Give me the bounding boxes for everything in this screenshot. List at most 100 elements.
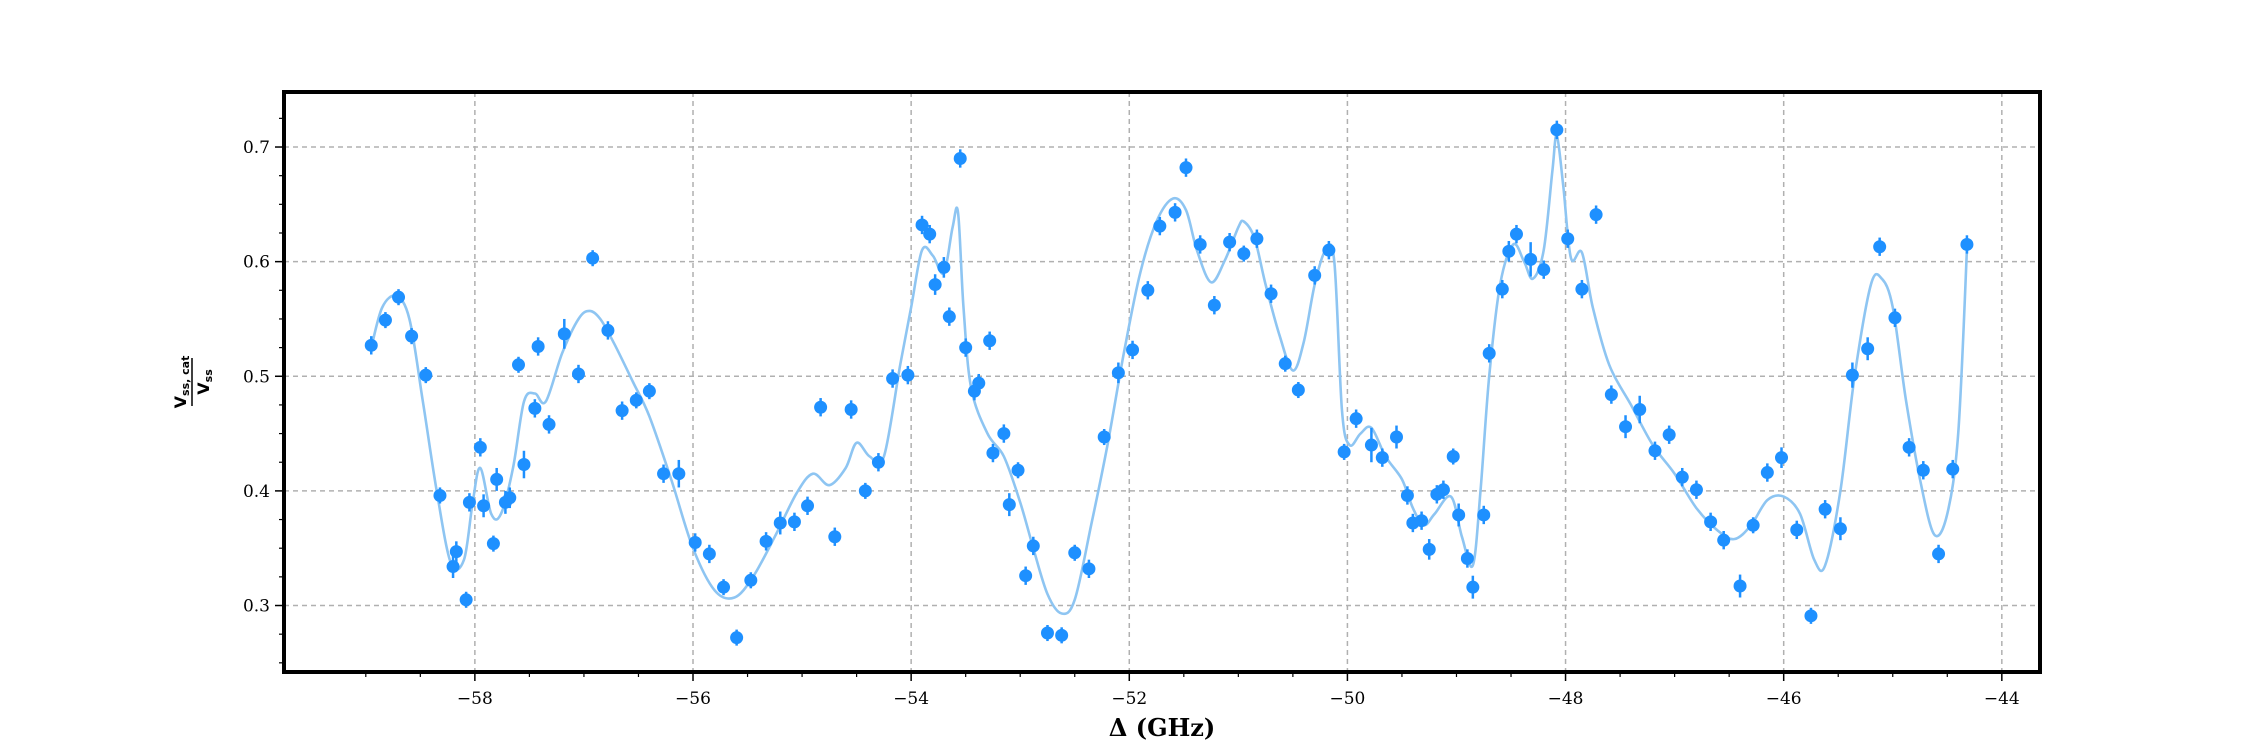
data-point (392, 289, 406, 306)
point-marker (1804, 609, 1818, 623)
point-marker (828, 530, 842, 544)
point-marker (928, 278, 942, 292)
x-tick-label: −54 (893, 689, 929, 709)
point-marker (1733, 579, 1747, 593)
point-marker (1364, 438, 1378, 452)
y-axis-denominator-main: V (194, 382, 213, 395)
point-marker (983, 334, 997, 348)
data-point (1619, 415, 1633, 439)
data-point (1400, 486, 1414, 505)
data-point (586, 250, 600, 267)
x-tick-label: −44 (1984, 689, 2020, 709)
x-tick-label: −46 (1766, 689, 1802, 709)
point-marker (1237, 247, 1251, 261)
point-marker (1400, 488, 1414, 502)
data-point (503, 487, 517, 509)
point-marker (490, 472, 504, 486)
point-marker (844, 403, 858, 417)
point-marker (1322, 243, 1336, 257)
data-point (1524, 242, 1538, 277)
data-point (490, 467, 504, 491)
data-point (858, 482, 872, 499)
data-point (717, 579, 731, 596)
point-marker (462, 495, 476, 509)
point-marker (392, 290, 406, 304)
data-point (1902, 438, 1916, 457)
data-point (1888, 308, 1902, 327)
point-marker (1002, 498, 1016, 512)
point-marker (446, 560, 460, 574)
point-marker (923, 227, 937, 241)
point-marker (1068, 546, 1082, 560)
data-point (672, 459, 686, 488)
data-point (462, 493, 476, 512)
point-marker (901, 368, 915, 382)
data-point (1704, 512, 1718, 532)
data-point (844, 400, 858, 419)
data-point (787, 512, 801, 532)
data-point (759, 532, 773, 551)
point-marker (801, 499, 815, 513)
point-marker (986, 446, 1000, 460)
point-marker (1375, 451, 1389, 465)
point-marker (886, 372, 900, 386)
point-marker (1502, 244, 1516, 258)
data-point (1168, 203, 1182, 222)
data-point (459, 591, 473, 608)
data-point (886, 369, 900, 388)
point-marker (1460, 552, 1474, 566)
point-marker (1337, 445, 1351, 459)
data-point (542, 415, 556, 434)
point-marker (1179, 161, 1193, 175)
x-tick-label: −48 (1548, 689, 1584, 709)
data-point (1946, 459, 1960, 479)
point-marker (915, 218, 929, 232)
y-axis-ticks: 0.3 0.4 0.5 0.6 0.7 (243, 117, 284, 664)
data-point (1502, 241, 1516, 262)
point-marker (542, 417, 556, 431)
data-point (1466, 575, 1480, 599)
point-marker (1168, 205, 1182, 219)
data-point (928, 274, 942, 295)
fit-curve (370, 134, 1969, 616)
x-tick-label: −52 (1111, 689, 1147, 709)
data-point (1746, 517, 1760, 534)
data-point (986, 443, 1000, 463)
point-marker (1960, 237, 1974, 251)
data-point (1026, 536, 1040, 556)
data-point (1790, 520, 1804, 540)
data-point (1733, 574, 1747, 598)
data-point (1452, 503, 1466, 527)
point-marker (503, 491, 517, 505)
data-point (1861, 337, 1875, 361)
data-point (702, 544, 716, 564)
point-marker (1097, 430, 1111, 444)
x-tick-label: −56 (675, 689, 711, 709)
point-marker (571, 367, 585, 381)
data-point (1689, 480, 1703, 499)
point-marker (1055, 628, 1069, 642)
data-point (446, 555, 460, 579)
point-marker (1466, 580, 1480, 594)
point-marker (657, 467, 671, 481)
data-point (1482, 344, 1496, 363)
data-point (1775, 447, 1789, 468)
data-point (773, 511, 787, 535)
data-point (1509, 224, 1523, 244)
point-marker (1689, 483, 1703, 497)
data-point (901, 365, 915, 385)
fit-curve-layer (370, 134, 1969, 616)
data-point (814, 398, 828, 417)
data-point (486, 535, 500, 552)
point-marker (486, 537, 500, 551)
data-point (1845, 362, 1859, 388)
point-marker (459, 593, 473, 607)
point-marker (615, 404, 629, 418)
point-marker (1524, 252, 1538, 266)
data-point (571, 364, 585, 384)
data-point (828, 527, 842, 546)
data-point (1550, 120, 1564, 139)
point-marker (1873, 240, 1887, 254)
point-marker (1477, 508, 1491, 522)
data-point (1760, 463, 1774, 482)
